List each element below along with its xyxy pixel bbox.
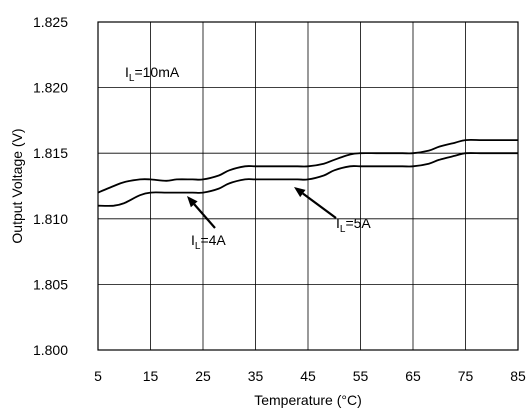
grid (97, 21, 519, 351)
x-tick-label: 25 (195, 368, 211, 384)
arrow-to-il-4a (187, 196, 216, 229)
annotation-load-10ma: IL=10mA (125, 64, 180, 84)
series-line-il-5a (97, 152, 518, 207)
series-group (97, 138, 518, 207)
arrow-to-il-5a (294, 187, 337, 219)
x-tick-label: 65 (405, 368, 421, 384)
y-tick-label: 1.825 (33, 14, 68, 30)
x-tick-label: 35 (248, 368, 264, 384)
x-tick-label: 55 (353, 368, 369, 384)
x-tick-label: 45 (300, 368, 316, 384)
x-tick-label: 75 (458, 368, 474, 384)
y-tick-label: 1.815 (33, 145, 68, 161)
y-tick-label: 1.800 (33, 342, 68, 358)
annotation-load-4a: IL=4A (191, 232, 226, 252)
y-tick-label: 1.820 (33, 80, 68, 96)
annotation-load-5a: IL=5A (336, 215, 371, 235)
x-tick-label: 15 (143, 368, 159, 384)
series-line-il-4a (97, 138, 518, 194)
x-axis-label: Temperature (°C) (254, 392, 362, 408)
annotation-arrows (187, 187, 337, 229)
plot-frame (97, 21, 519, 351)
y-tick-label: 1.810 (33, 211, 68, 227)
y-tick-labels: 1.800 1.805 1.810 1.815 1.820 1.825 (33, 14, 68, 358)
x-tick-label: 5 (94, 368, 102, 384)
y-axis-label: Output Voltage (V) (9, 128, 25, 243)
y-tick-label: 1.805 (33, 276, 68, 292)
x-tick-label: 85 (510, 368, 526, 384)
x-tick-labels: 5 15 25 35 45 55 65 75 85 (94, 368, 526, 384)
